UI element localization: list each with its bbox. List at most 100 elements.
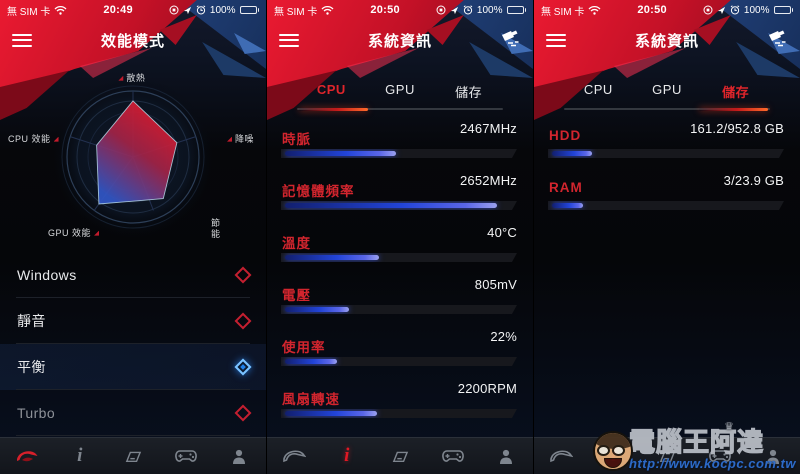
alarm-icon xyxy=(196,5,206,15)
tab-gpu[interactable]: GPU xyxy=(652,82,682,97)
system-info-tabs: CPU GPU 儲存 xyxy=(267,82,533,111)
crown-icon: ♛ xyxy=(724,421,735,433)
gamepad-icon xyxy=(175,450,198,462)
battery-icon xyxy=(506,6,526,14)
stat-value: 3/23.9 GB xyxy=(723,173,784,188)
battery-percent-label: 100% xyxy=(209,4,236,16)
progress-bar xyxy=(281,409,517,418)
axis-tick-icon xyxy=(53,136,59,142)
clean-sweep-icon xyxy=(502,30,519,46)
bottom-nav-bar: i xyxy=(0,437,266,474)
bottom-nav-bar: i xyxy=(267,437,533,474)
nav-account-button[interactable] xyxy=(213,438,266,474)
mode-option-windows[interactable]: Windows xyxy=(0,252,266,298)
stat-label: 溫度 xyxy=(282,236,311,251)
stat-row-ram: 3/23.9 GB RAM xyxy=(534,168,800,220)
radar-axis-label: 降噪 xyxy=(226,132,254,145)
stat-label: HDD xyxy=(549,128,582,143)
performance-mode-list: Windows 靜音 平衡 Turbo xyxy=(0,252,266,436)
nav-system-info-button[interactable]: i xyxy=(53,438,106,474)
nav-rog-home-button[interactable] xyxy=(534,438,587,474)
wifi-icon xyxy=(54,5,67,15)
stat-label: 使用率 xyxy=(282,340,326,355)
carrier-label: 無 SIM 卡 xyxy=(541,6,585,18)
nav-profiles-button[interactable] xyxy=(640,438,693,474)
alarm-icon xyxy=(730,5,740,15)
tab-gpu[interactable]: GPU xyxy=(385,82,415,97)
rotation-lock-icon xyxy=(169,5,179,15)
clean-sweep-button[interactable] xyxy=(766,28,788,53)
stat-label: 時脈 xyxy=(282,132,311,147)
nav-system-info-button[interactable]: i xyxy=(320,438,373,474)
nav-profiles-button[interactable] xyxy=(106,438,159,474)
nav-rog-home-button[interactable] xyxy=(0,438,53,474)
profile-icon xyxy=(233,449,246,464)
panel-system-info-storage: 無 SIM 卡 20:50 xyxy=(534,0,800,474)
system-info-tabs: CPU GPU 儲存 xyxy=(534,82,800,111)
location-arrow-icon xyxy=(450,6,459,14)
clock-time: 20:50 xyxy=(637,4,667,16)
watermark-url: http://www.kocpc.com.tw xyxy=(628,456,796,471)
mode-option-turbo[interactable]: Turbo xyxy=(0,390,266,436)
mode-option-silent[interactable]: 靜音 xyxy=(0,298,266,344)
tab-storage[interactable]: 儲存 xyxy=(455,85,483,100)
stat-value: 22% xyxy=(490,329,517,344)
status-bar: 無 SIM 卡 20:49 xyxy=(0,0,266,20)
nav-games-button[interactable] xyxy=(694,438,747,474)
nav-account-button[interactable] xyxy=(747,438,800,474)
nav-profiles-button[interactable] xyxy=(373,438,426,474)
gamepad-icon xyxy=(709,450,732,462)
clean-sweep-button[interactable] xyxy=(499,28,521,53)
progress-bar xyxy=(281,305,517,314)
gamepad-icon xyxy=(442,450,465,462)
banner-flag-icon xyxy=(659,451,676,463)
tab-cpu[interactable]: CPU xyxy=(316,82,346,97)
radio-diamond-selected-icon xyxy=(234,358,252,376)
axis-tick-icon xyxy=(94,230,100,236)
stat-label: 電壓 xyxy=(282,288,311,303)
radar-axis-label: CPU 效能 xyxy=(8,132,59,145)
panel-system-info-cpu: 無 SIM 卡 20:50 xyxy=(267,0,533,474)
tab-storage[interactable]: 儲存 xyxy=(722,85,750,100)
cpu-stats-list: 2467MHz 時脈 2652MHz 記憶體頻率 40°C 溫度 805mV 電… xyxy=(267,116,533,428)
site-watermark: ♛ 電腦王阿達 http://www.kocpc.com.tw xyxy=(589,421,799,473)
stat-row-usage: 22% 使用率 xyxy=(267,324,533,376)
alarm-icon xyxy=(463,5,473,15)
tab-active-indicator xyxy=(698,107,768,111)
stat-row-voltage: 805mV 電壓 xyxy=(267,272,533,324)
performance-radar-chart: 散熱 降噪 節能 GPU 效能 CPU 效能 xyxy=(0,60,266,252)
radar-polygon xyxy=(96,100,178,205)
profile-icon xyxy=(500,449,513,464)
nav-rog-home-button[interactable] xyxy=(267,438,320,474)
axis-tick-icon xyxy=(226,136,232,142)
stat-row-temperature: 40°C 溫度 xyxy=(267,220,533,272)
tab-underline xyxy=(564,107,770,111)
location-arrow-icon xyxy=(183,6,192,14)
app-header: 效能模式 xyxy=(0,20,266,60)
carrier-label: 無 SIM 卡 xyxy=(7,6,51,18)
info-icon: i xyxy=(77,445,83,466)
wifi-icon xyxy=(321,5,334,15)
stat-label: RAM xyxy=(549,180,583,195)
nav-games-button[interactable] xyxy=(427,438,480,474)
stat-label: 風扇轉速 xyxy=(282,392,340,407)
progress-bar xyxy=(548,149,784,158)
bottom-nav-bar: i xyxy=(534,437,800,474)
battery-percent-label: 100% xyxy=(476,4,503,16)
tab-cpu[interactable]: CPU xyxy=(583,82,613,97)
nav-games-button[interactable] xyxy=(160,438,213,474)
watermark-avatar xyxy=(589,423,635,473)
battery-percent-label: 100% xyxy=(743,4,770,16)
stat-row-fan-speed: 2200RPM 風扇轉速 xyxy=(267,376,533,428)
status-bar: 無 SIM 卡 20:50 xyxy=(534,0,800,20)
radio-diamond-icon xyxy=(234,266,252,284)
progress-bar xyxy=(548,201,784,210)
radio-diamond-icon xyxy=(234,404,252,422)
mode-option-balanced[interactable]: 平衡 xyxy=(0,344,266,390)
nav-account-button[interactable] xyxy=(480,438,533,474)
rog-logo-icon xyxy=(549,450,573,463)
wifi-icon xyxy=(588,5,601,15)
progress-bar xyxy=(281,357,517,366)
status-bar: 無 SIM 卡 20:50 xyxy=(267,0,533,20)
